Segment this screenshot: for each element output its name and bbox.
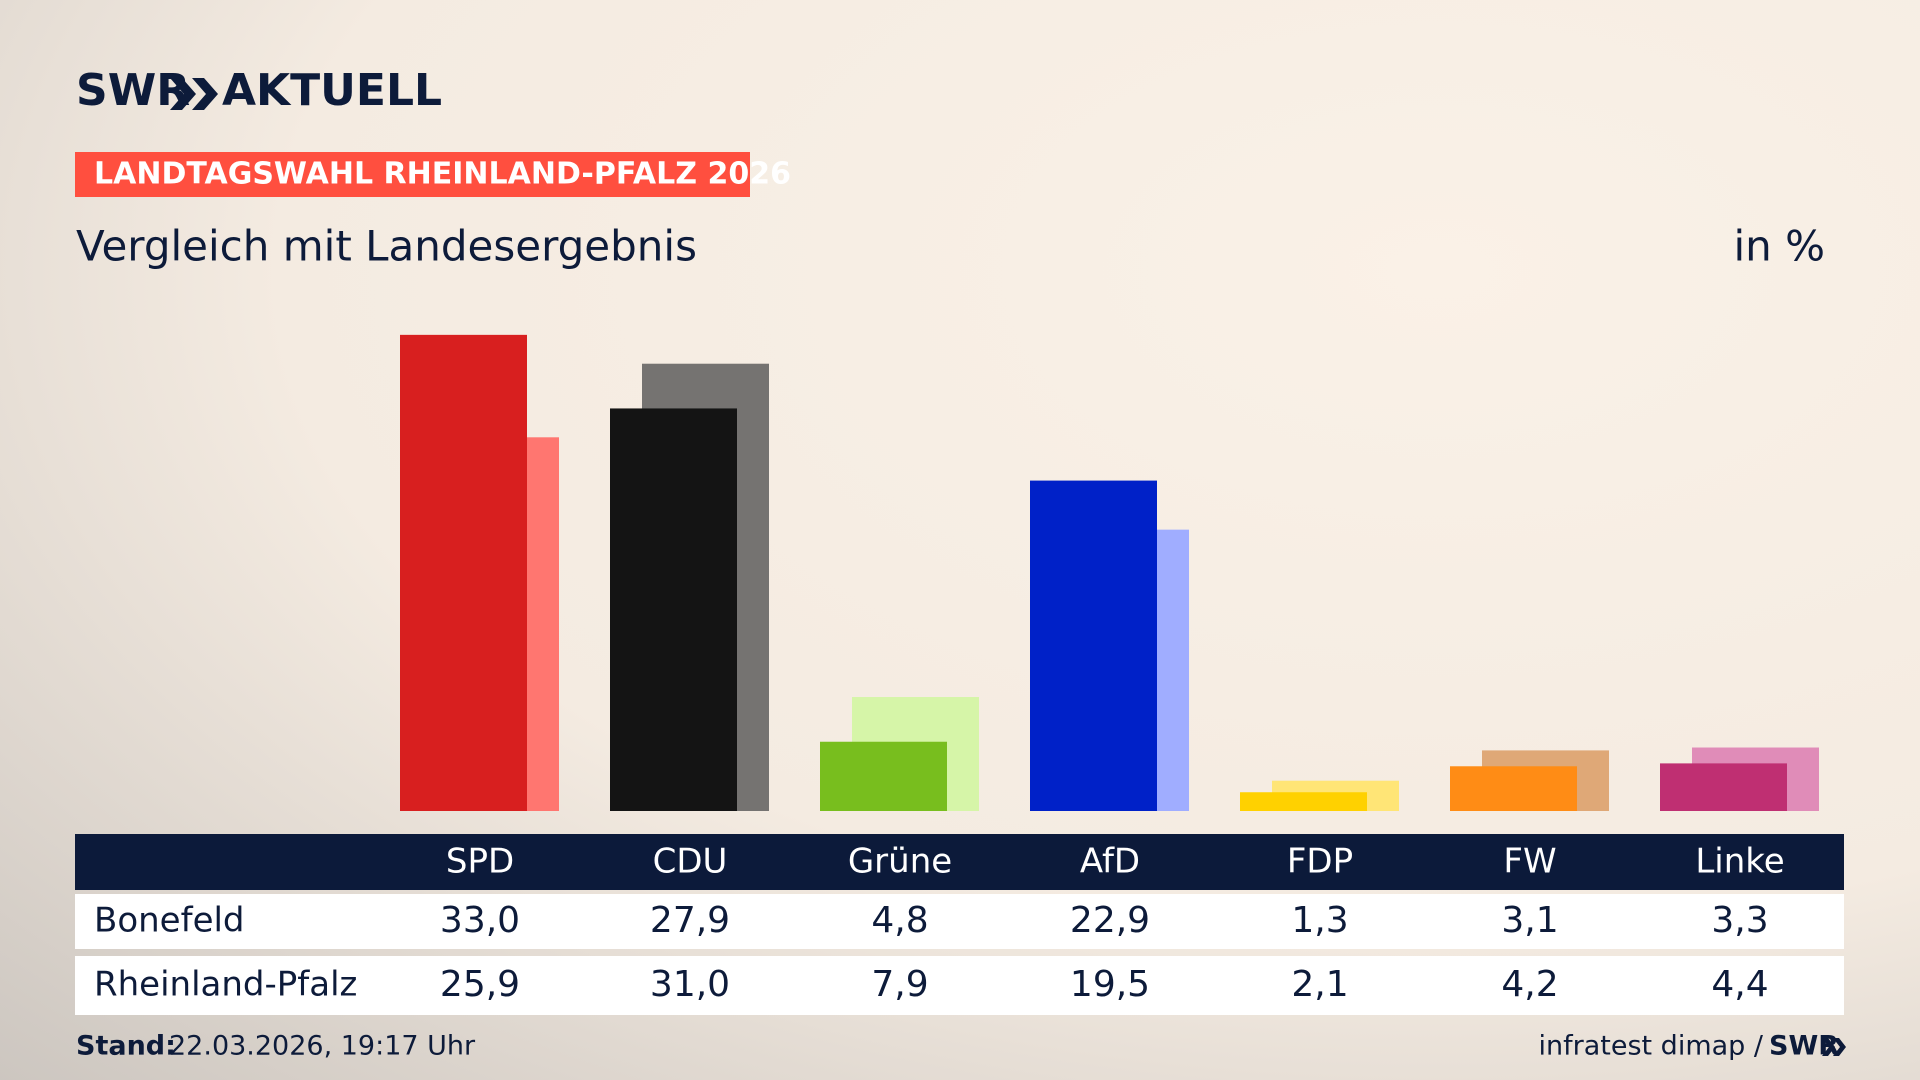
bar	[1030, 480, 1157, 811]
source-brand: SWR	[1769, 1031, 1839, 1062]
category-label: Grüne	[848, 842, 952, 882]
value-label: 4,2	[1501, 964, 1558, 1005]
value-label: 4,4	[1711, 964, 1768, 1005]
logo-suffix: AKTUELL	[222, 65, 442, 116]
value-label: 33,0	[440, 900, 520, 941]
stand-label: Stand:	[76, 1031, 176, 1062]
category-label: AfD	[1080, 842, 1140, 882]
kicker-box	[75, 152, 750, 197]
value-label: 31,0	[650, 964, 730, 1005]
bar	[610, 408, 737, 811]
value-label: 3,3	[1711, 900, 1768, 941]
kicker: LANDTAGSWAHL RHEINLAND-PFALZ 2026	[94, 157, 791, 192]
bar	[400, 334, 527, 811]
unit-label: in %	[1733, 222, 1825, 271]
value-label: 3,1	[1501, 900, 1558, 941]
table-row	[75, 894, 1844, 949]
value-label: 1,3	[1291, 900, 1348, 941]
logo: SWR	[76, 65, 190, 116]
value-label: 25,9	[440, 964, 520, 1005]
table-row	[75, 956, 1844, 1015]
bar	[820, 741, 947, 811]
source-chevrons	[1822, 1038, 1846, 1056]
category-label: Linke	[1695, 842, 1784, 882]
source: infratest dimap /	[1538, 1031, 1763, 1062]
category-label: FDP	[1287, 842, 1353, 882]
chart-title: Vergleich mit Landesergebnis	[76, 222, 697, 271]
logo-chevrons	[170, 78, 218, 110]
category-label: SPD	[446, 842, 514, 882]
row-label: Bonefeld	[94, 901, 245, 941]
bar	[1660, 763, 1787, 811]
value-label: 2,1	[1291, 964, 1348, 1005]
table-header	[75, 834, 1844, 890]
row-label: Rheinland-Pfalz	[94, 965, 357, 1005]
bar	[1450, 766, 1577, 811]
stand: 22.03.2026, 19:17 Uhr	[169, 1031, 476, 1062]
value-label: 7,9	[871, 964, 928, 1005]
value-label: 27,9	[650, 900, 730, 941]
category-label: FW	[1503, 842, 1556, 882]
value-label: 22,9	[1070, 900, 1150, 941]
category-label: CDU	[653, 842, 728, 882]
bar	[1240, 792, 1367, 811]
value-label: 4,8	[871, 900, 928, 941]
value-label: 19,5	[1070, 964, 1150, 1005]
